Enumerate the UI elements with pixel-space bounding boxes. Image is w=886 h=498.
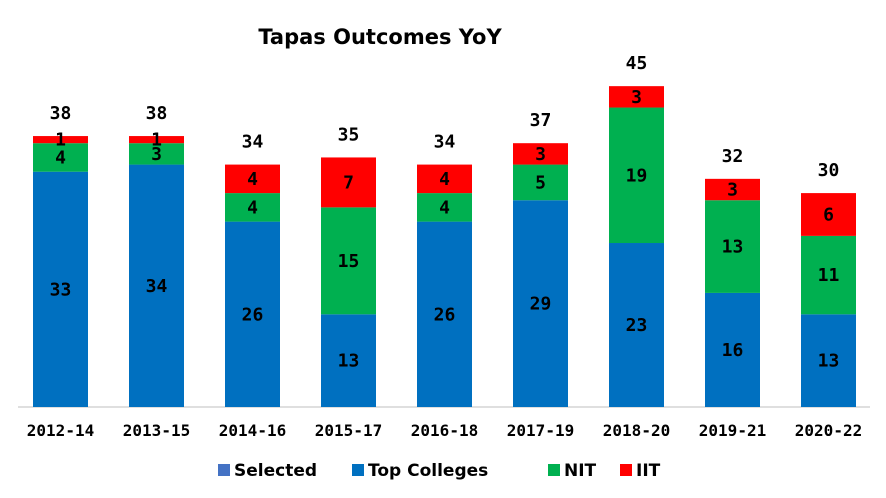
- total-label: 32: [722, 146, 744, 167]
- data-label: 16: [722, 340, 744, 361]
- legend-swatch-iit: [620, 464, 632, 476]
- data-label: 33: [50, 279, 72, 300]
- data-label: 13: [338, 351, 360, 372]
- bar-nit-2013-15: [129, 143, 184, 165]
- bar-nit-2019-21: [705, 200, 760, 293]
- bar-iit-2018-20: [609, 86, 664, 108]
- bar-top-colleges-2012-14: [33, 171, 88, 407]
- bar-top-colleges-2014-16: [225, 221, 280, 407]
- data-label: 5: [535, 172, 546, 193]
- bar-iit-2014-16: [225, 164, 280, 194]
- x-tick-label: 2020-22: [795, 421, 862, 440]
- legend-swatch-selected: [218, 464, 230, 476]
- data-label: 4: [55, 147, 66, 168]
- bar-top-colleges-2019-21: [705, 292, 760, 407]
- bar-top-colleges-2013-15: [129, 164, 184, 407]
- legend-swatch-nit: [548, 464, 560, 476]
- chart-title: Tapas Outcomes YoY: [258, 25, 502, 49]
- bar-top-colleges-2017-19: [513, 200, 568, 407]
- x-tick-label: 2014-16: [219, 421, 286, 440]
- total-label: 34: [242, 132, 264, 153]
- bar-nit-2016-18: [417, 193, 472, 222]
- data-label: 7: [343, 172, 354, 193]
- data-label: 3: [535, 144, 546, 165]
- total-label: 30: [818, 160, 840, 181]
- data-label: 4: [247, 197, 258, 218]
- data-label: 1: [55, 130, 66, 151]
- bar-iit-2019-21: [705, 178, 760, 201]
- bar-nit-2015-17: [321, 207, 376, 315]
- data-label: 26: [242, 304, 264, 325]
- x-tick-label: 2018-20: [603, 421, 670, 440]
- data-label: 3: [151, 144, 162, 165]
- legend: Selected Top Colleges NIT IIT: [218, 461, 661, 481]
- data-label: 34: [146, 276, 168, 297]
- bar-iit-2017-19: [513, 143, 568, 165]
- total-label: 37: [530, 110, 552, 131]
- x-tick-label: 2016-18: [411, 421, 478, 440]
- data-label: 19: [626, 165, 648, 186]
- data-label: 13: [818, 351, 840, 372]
- bar-iit-2016-18: [417, 164, 472, 194]
- bar-top-colleges-2016-18: [417, 221, 472, 407]
- bar-nit-2017-19: [513, 164, 568, 201]
- data-label: 1: [151, 130, 162, 151]
- data-label: 3: [631, 87, 642, 108]
- legend-label-top-colleges: Top Colleges: [368, 461, 488, 481]
- x-tick-label: 2017-19: [507, 421, 574, 440]
- bar-iit-2015-17: [321, 157, 376, 208]
- bar-iit-2012-14: [33, 136, 88, 144]
- x-tick-label: 2013-15: [123, 421, 190, 440]
- data-label: 6: [823, 204, 834, 225]
- bar-iit-2013-15: [129, 136, 184, 144]
- bar-nit-2012-14: [33, 143, 88, 172]
- bars-group: 3341383431382644341315735264434295337231…: [33, 53, 856, 407]
- x-tick-label: 2012-14: [27, 421, 94, 440]
- total-label: 38: [146, 103, 168, 124]
- bar-iit-2020-22: [801, 193, 856, 236]
- x-tick-label: 2019-21: [699, 421, 766, 440]
- bar-top-colleges-2020-22: [801, 314, 856, 407]
- legend-swatch-top-colleges: [352, 464, 364, 476]
- legend-label-nit: NIT: [564, 461, 597, 481]
- data-label: 4: [439, 197, 450, 218]
- data-label: 4: [439, 169, 450, 190]
- x-tick-label: 2015-17: [315, 421, 382, 440]
- data-label: 29: [530, 294, 552, 315]
- legend-label-selected: Selected: [234, 461, 317, 481]
- bar-nit-2020-22: [801, 235, 856, 315]
- total-label: 34: [434, 132, 456, 153]
- data-label: 11: [818, 265, 840, 286]
- data-label: 4: [247, 169, 258, 190]
- bar-top-colleges-2018-20: [609, 243, 664, 407]
- x-tick-labels: 2012-14 2013-15 2014-16 2015-17 2016-18 2017-…: [27, 421, 862, 440]
- bar-nit-2014-16: [225, 193, 280, 222]
- legend-label-iit: IIT: [636, 461, 661, 481]
- data-label: 15: [338, 251, 360, 272]
- data-label: 23: [626, 315, 648, 336]
- total-label: 45: [626, 53, 648, 74]
- total-label: 35: [338, 124, 360, 145]
- bar-top-colleges-2015-17: [321, 314, 376, 407]
- data-label: 26: [434, 304, 456, 325]
- data-label: 3: [727, 180, 738, 201]
- bar-nit-2018-20: [609, 107, 664, 244]
- total-label: 38: [50, 103, 72, 124]
- data-label: 13: [722, 237, 744, 258]
